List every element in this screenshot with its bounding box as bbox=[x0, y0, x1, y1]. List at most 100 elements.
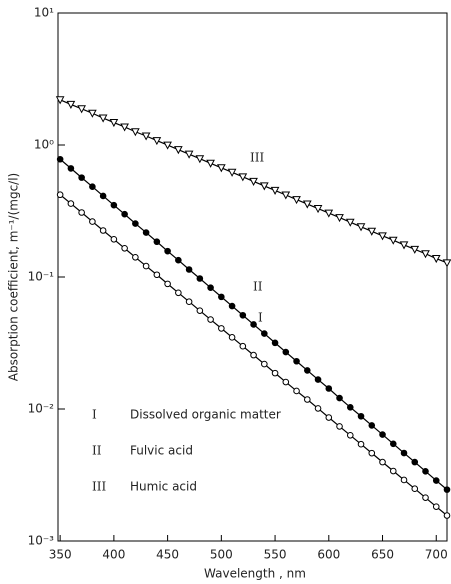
line-label: I bbox=[258, 311, 263, 325]
marker bbox=[142, 262, 150, 270]
marker bbox=[302, 200, 312, 209]
marker bbox=[282, 378, 290, 386]
marker bbox=[346, 432, 354, 439]
marker bbox=[109, 119, 119, 128]
legend-key: III bbox=[92, 480, 106, 494]
legend-key: II bbox=[92, 444, 102, 458]
marker bbox=[443, 486, 451, 493]
marker bbox=[314, 376, 322, 383]
x-tick-label: 700 bbox=[425, 548, 448, 562]
marker bbox=[55, 96, 65, 105]
marker bbox=[410, 245, 420, 254]
y-tick-label: 10⁻² bbox=[28, 402, 55, 416]
marker bbox=[164, 247, 171, 255]
y-tick-label: 10¹ bbox=[34, 6, 54, 20]
marker bbox=[110, 236, 118, 243]
y-tick-label: 10⁰ bbox=[34, 138, 54, 152]
line-label: III bbox=[250, 151, 264, 165]
x-axis-label: Wavelength , nm bbox=[204, 567, 306, 581]
marker bbox=[345, 218, 355, 227]
marker bbox=[292, 196, 301, 205]
marker bbox=[239, 311, 247, 319]
marker bbox=[66, 100, 76, 109]
marker bbox=[78, 174, 85, 181]
marker bbox=[238, 173, 248, 182]
marker bbox=[163, 141, 172, 150]
marker bbox=[378, 232, 387, 241]
marker bbox=[271, 339, 279, 347]
marker bbox=[281, 191, 291, 200]
marker bbox=[77, 105, 86, 114]
marker bbox=[120, 123, 129, 132]
marker bbox=[367, 227, 377, 236]
marker bbox=[432, 503, 440, 510]
x-tick-label: 400 bbox=[102, 548, 125, 562]
marker bbox=[56, 191, 64, 199]
marker bbox=[227, 168, 237, 177]
marker bbox=[218, 325, 225, 332]
marker bbox=[153, 238, 161, 246]
y-tick-label: 10⁻¹ bbox=[28, 270, 55, 284]
x-tick-label: 650 bbox=[371, 548, 394, 562]
legend-label: Humic acid bbox=[130, 480, 197, 494]
marker bbox=[206, 159, 215, 168]
marker bbox=[218, 293, 225, 301]
marker bbox=[98, 114, 108, 123]
legend-label: Fulvic acid bbox=[130, 444, 193, 458]
marker bbox=[422, 468, 429, 475]
marker bbox=[261, 330, 268, 337]
marker bbox=[195, 155, 205, 164]
y-axis-label: Absorption coefficient, m⁻¹/(mgc/l) bbox=[7, 173, 21, 381]
marker bbox=[110, 201, 118, 209]
marker bbox=[431, 255, 441, 264]
marker bbox=[356, 223, 366, 232]
marker bbox=[399, 241, 409, 250]
marker bbox=[324, 209, 334, 218]
marker bbox=[175, 289, 182, 297]
y-tick-label: 10⁻³ bbox=[28, 534, 55, 548]
marker bbox=[411, 485, 419, 493]
marker bbox=[121, 210, 128, 218]
marker bbox=[78, 209, 85, 216]
marker bbox=[152, 137, 162, 146]
marker bbox=[368, 422, 376, 429]
x-tick-label: 500 bbox=[210, 548, 233, 562]
marker bbox=[141, 132, 151, 141]
marker bbox=[89, 183, 96, 191]
marker bbox=[368, 449, 376, 457]
marker bbox=[304, 367, 311, 374]
marker bbox=[357, 412, 365, 420]
x-tick-label: 600 bbox=[317, 548, 340, 562]
marker bbox=[99, 192, 107, 200]
marker bbox=[271, 369, 279, 377]
marker bbox=[228, 334, 236, 341]
marker bbox=[207, 316, 214, 323]
marker bbox=[293, 387, 300, 395]
x-tick-label: 350 bbox=[49, 548, 72, 562]
marker bbox=[261, 360, 268, 368]
marker bbox=[56, 155, 64, 163]
marker bbox=[421, 250, 430, 259]
marker bbox=[216, 164, 226, 173]
marker bbox=[325, 385, 333, 392]
marker bbox=[400, 476, 408, 484]
marker bbox=[184, 150, 194, 159]
marker bbox=[432, 477, 440, 484]
marker bbox=[313, 205, 323, 214]
marker bbox=[250, 321, 257, 328]
marker bbox=[335, 214, 344, 223]
marker bbox=[164, 280, 171, 288]
marker bbox=[304, 396, 311, 403]
marker bbox=[270, 186, 280, 195]
marker bbox=[282, 348, 290, 356]
marker bbox=[400, 449, 408, 457]
marker bbox=[346, 404, 354, 411]
marker bbox=[185, 266, 193, 273]
marker bbox=[67, 165, 75, 172]
marker bbox=[388, 236, 398, 245]
marker bbox=[442, 259, 451, 268]
marker bbox=[249, 177, 258, 186]
marker bbox=[443, 512, 451, 519]
marker bbox=[228, 302, 236, 310]
